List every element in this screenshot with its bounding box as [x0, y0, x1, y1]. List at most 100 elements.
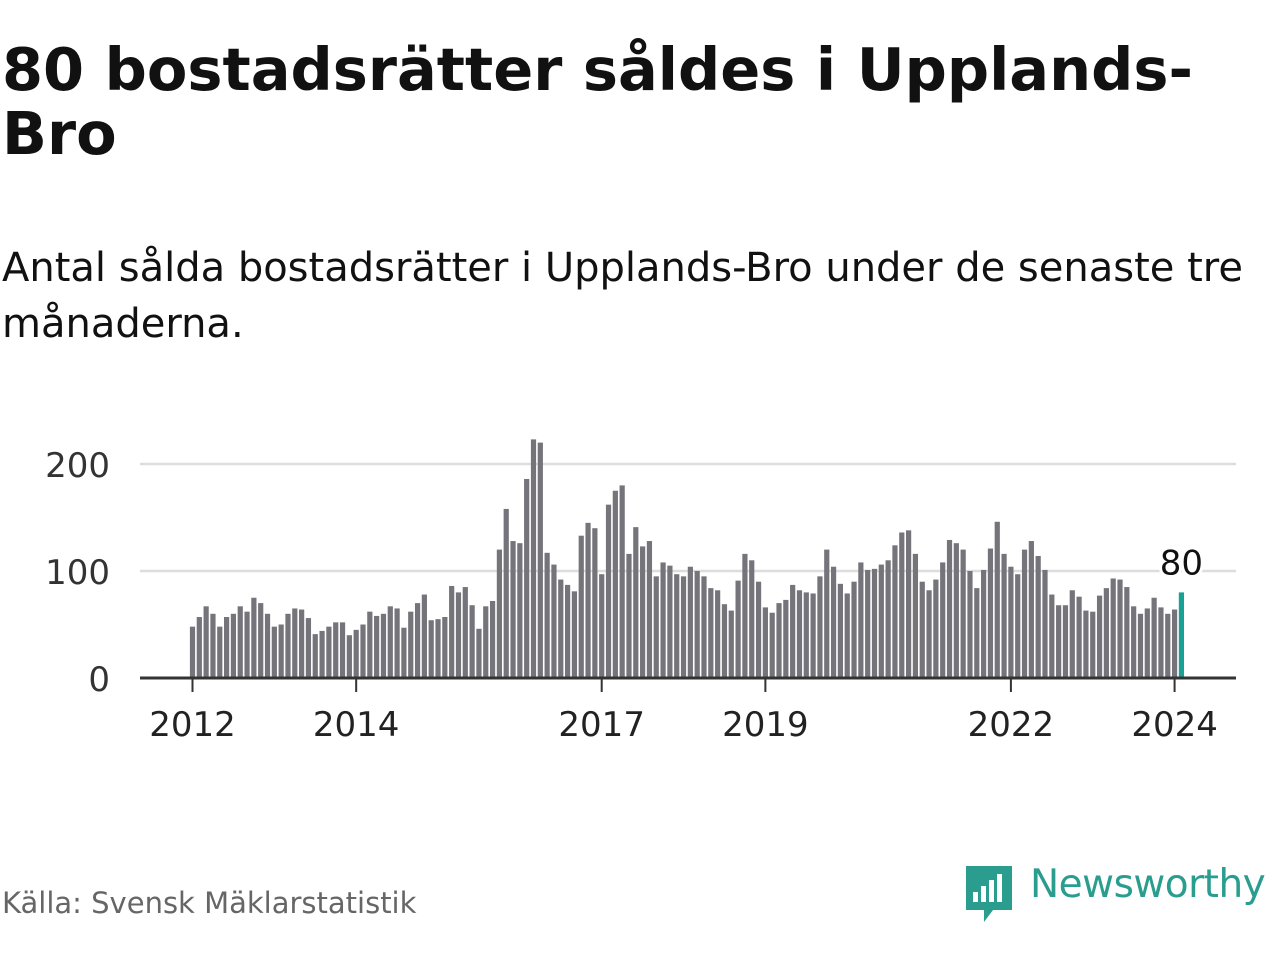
bar	[217, 626, 223, 678]
bar	[919, 581, 925, 678]
bar	[1096, 595, 1103, 678]
x-tick-label: 2024	[1131, 705, 1218, 745]
bar	[830, 566, 837, 678]
bar	[912, 553, 919, 678]
bar	[858, 562, 864, 678]
bar	[1069, 590, 1075, 678]
bar	[455, 592, 462, 678]
bars	[189, 439, 1184, 678]
bar	[906, 530, 912, 678]
bar	[237, 606, 243, 678]
bar	[1001, 553, 1007, 678]
bar	[449, 585, 455, 678]
bar	[414, 603, 421, 678]
bar	[230, 613, 237, 678]
bar	[1137, 613, 1144, 678]
bar	[483, 606, 489, 678]
y-tick-label: 0	[88, 660, 110, 700]
bar	[824, 549, 830, 678]
bar	[210, 613, 216, 678]
bar	[1049, 594, 1055, 678]
bar	[721, 604, 728, 678]
bar	[612, 490, 618, 678]
chart-title: 80 bostadsrätter såldes i Upplands-Bro	[2, 35, 1193, 168]
y-tick-label: 200	[45, 446, 110, 486]
bar	[790, 584, 796, 678]
brand-name: Newsworthy	[1030, 861, 1266, 907]
bar	[1151, 597, 1157, 678]
x-tick-label: 2017	[558, 705, 645, 745]
bar	[333, 622, 339, 678]
bar	[1035, 556, 1041, 678]
bar	[646, 541, 653, 678]
bar	[865, 569, 871, 678]
bar	[660, 562, 666, 678]
bar	[435, 619, 441, 678]
newsworthy-logo: Newsworthy	[962, 861, 1266, 926]
bar	[292, 608, 298, 678]
bar	[524, 478, 530, 678]
bar	[817, 576, 823, 678]
y-axis: 0 100 200	[45, 446, 110, 700]
bar	[837, 583, 843, 678]
bar	[244, 611, 250, 678]
bar	[926, 590, 932, 678]
bar	[503, 508, 509, 678]
bar	[442, 617, 448, 678]
bar	[537, 442, 543, 678]
bar	[762, 607, 768, 678]
bar	[899, 532, 905, 678]
bar	[796, 590, 803, 678]
bar	[1171, 609, 1178, 678]
bar	[264, 613, 271, 678]
bar	[374, 615, 380, 678]
bar	[749, 560, 755, 678]
bar	[510, 541, 516, 678]
bar	[496, 549, 502, 678]
bar	[1015, 574, 1021, 678]
bar	[196, 617, 202, 678]
bar	[1103, 588, 1109, 678]
bar	[735, 580, 741, 678]
bar	[1110, 578, 1116, 678]
data-labels: 80	[1157, 540, 1206, 586]
bar	[278, 624, 284, 678]
x-tick-label: 2012	[149, 705, 236, 745]
bar	[1144, 608, 1150, 678]
bar	[885, 560, 891, 678]
bar	[878, 564, 884, 678]
bar	[592, 528, 598, 678]
bar	[871, 568, 878, 678]
bar-highlight	[1178, 592, 1184, 678]
bar	[728, 610, 734, 678]
bar	[987, 548, 994, 678]
bar	[715, 590, 721, 678]
bar	[346, 635, 352, 678]
bar	[851, 581, 857, 678]
bar	[701, 576, 707, 678]
bar	[517, 543, 523, 678]
bar	[469, 605, 475, 678]
bar	[421, 594, 427, 678]
bar	[565, 584, 571, 678]
bar	[1042, 569, 1048, 678]
bar	[769, 612, 775, 678]
bar	[892, 545, 898, 678]
bar	[680, 576, 687, 678]
bar	[633, 527, 639, 678]
bar	[353, 629, 359, 678]
bar	[776, 603, 782, 678]
bar	[810, 593, 816, 678]
bar	[360, 624, 366, 678]
chart-bubble-icon	[966, 866, 1012, 922]
bar	[981, 569, 987, 678]
bar	[708, 588, 714, 678]
bar	[674, 574, 680, 678]
bar	[258, 603, 264, 678]
bar	[251, 597, 257, 678]
bar	[1008, 566, 1014, 678]
bar	[1028, 541, 1034, 678]
bar	[694, 571, 700, 678]
bar	[946, 539, 953, 678]
bar	[967, 571, 973, 678]
